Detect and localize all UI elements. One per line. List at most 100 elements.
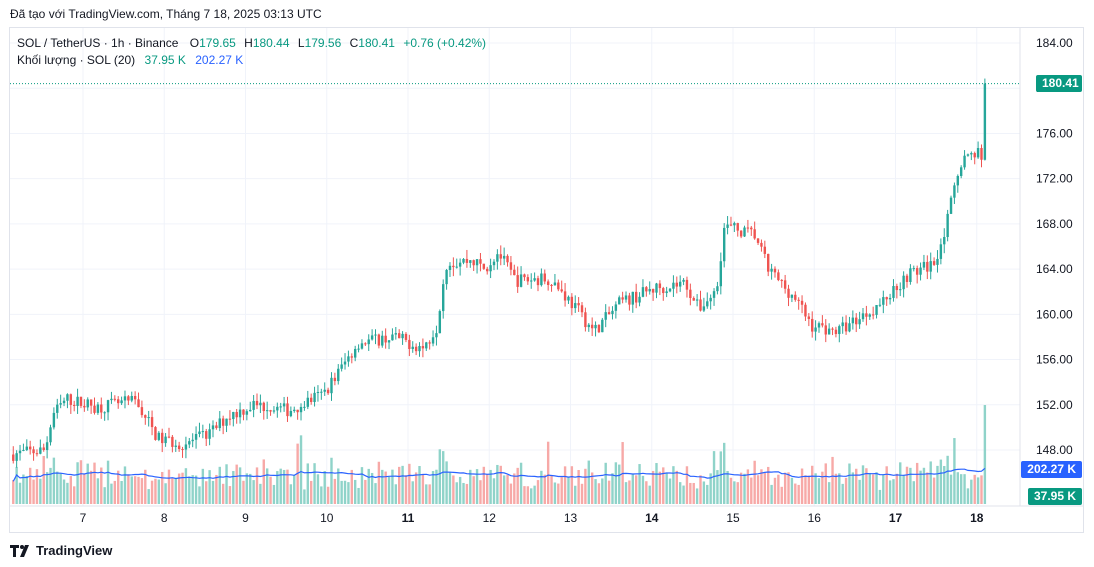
volume-bar: [157, 479, 161, 504]
low-label: L: [297, 36, 305, 50]
candle: [482, 263, 486, 270]
candle: [516, 266, 519, 293]
candle-body: [120, 400, 123, 404]
volume-bar: [387, 477, 391, 504]
candle-body: [343, 361, 347, 365]
footer-brand[interactable]: TradingView: [10, 543, 112, 558]
volume-bar: [932, 477, 936, 504]
candle-body: [205, 431, 208, 439]
volume-bar: [313, 463, 316, 504]
volume-bar: [337, 468, 340, 504]
candle: [932, 257, 936, 266]
volume-bar: [137, 476, 140, 504]
candle: [607, 306, 611, 315]
volume-bar: [736, 482, 739, 504]
candle-body: [855, 317, 858, 325]
candle-body: [594, 324, 597, 329]
candle-body: [513, 269, 516, 276]
volume-bar: [878, 489, 882, 504]
candle-body: [685, 279, 689, 290]
candle-body: [194, 433, 198, 440]
candle: [93, 397, 96, 415]
candle: [147, 410, 150, 427]
candle: [486, 266, 489, 275]
candle: [201, 424, 205, 439]
candle-body: [912, 268, 915, 270]
candle-body: [733, 223, 736, 226]
volume-bar: [601, 478, 604, 504]
candle: [712, 288, 716, 306]
symbol-label[interactable]: SOL / TetherUS · 1h · Binance: [17, 36, 179, 50]
candle-body: [577, 303, 580, 306]
volume-bar: [486, 473, 489, 504]
volume-bar: [397, 466, 401, 504]
volume-bar: [469, 469, 472, 504]
volume-bar: [821, 471, 824, 504]
candle: [83, 399, 86, 412]
volume-bar: [245, 473, 249, 504]
candle: [767, 253, 770, 277]
candle-body: [902, 275, 905, 290]
candle: [533, 272, 536, 282]
candle: [523, 273, 526, 281]
volume-bar: [875, 472, 878, 504]
volume-bar: [89, 470, 93, 504]
candle: [970, 151, 973, 161]
volume-bar: [831, 456, 834, 504]
last-price-tag: 180.41: [1036, 75, 1082, 93]
candle: [584, 307, 587, 332]
volume-bar: [844, 477, 848, 504]
candle: [841, 316, 844, 334]
volume-bar: [289, 484, 293, 504]
candle-body: [540, 273, 543, 286]
volume-bar: [767, 466, 770, 504]
candle-body: [983, 83, 987, 160]
candle-body: [364, 343, 367, 345]
candle: [956, 174, 959, 193]
volume-bar: [56, 471, 59, 504]
volume-bar: [347, 482, 350, 504]
candle-body: [773, 268, 777, 273]
volume-bars: [12, 405, 987, 504]
candle: [502, 247, 506, 266]
volume-bar: [506, 474, 509, 504]
volume-bar: [675, 470, 679, 504]
candle-body: [709, 297, 712, 302]
volume-bar: [530, 488, 533, 504]
candle: [709, 294, 712, 310]
candle-body: [953, 185, 956, 198]
volume-label[interactable]: Khối lượng · SOL (20): [17, 53, 136, 67]
candle-body: [147, 417, 150, 419]
candle: [976, 141, 980, 159]
candle-body: [18, 450, 22, 454]
volume-bar: [462, 482, 465, 504]
candle: [194, 426, 198, 449]
candle: [150, 410, 154, 436]
candle: [499, 245, 502, 266]
candle: [641, 279, 645, 298]
candle-body: [543, 273, 546, 282]
candle-body: [743, 227, 746, 237]
candle: [340, 357, 343, 372]
candle-body: [760, 242, 763, 247]
volume-bar: [817, 478, 821, 504]
volume-bar: [181, 472, 184, 504]
candle: [130, 391, 133, 403]
candle: [580, 302, 584, 318]
volume-bar: [614, 462, 618, 504]
candle: [685, 276, 689, 298]
volume-bar: [262, 459, 265, 504]
candle: [699, 290, 702, 312]
candle: [804, 302, 807, 321]
volume-bar: [634, 475, 638, 504]
volume-bar: [648, 485, 651, 504]
volume-bar: [550, 474, 553, 504]
volume-bar: [692, 482, 695, 504]
candle: [282, 396, 286, 412]
price-tick-label: 168.00: [1036, 217, 1073, 231]
volume-bar: [22, 474, 25, 504]
volume-bar: [211, 480, 215, 504]
volume-bar: [435, 469, 438, 504]
candle-body: [255, 400, 259, 406]
